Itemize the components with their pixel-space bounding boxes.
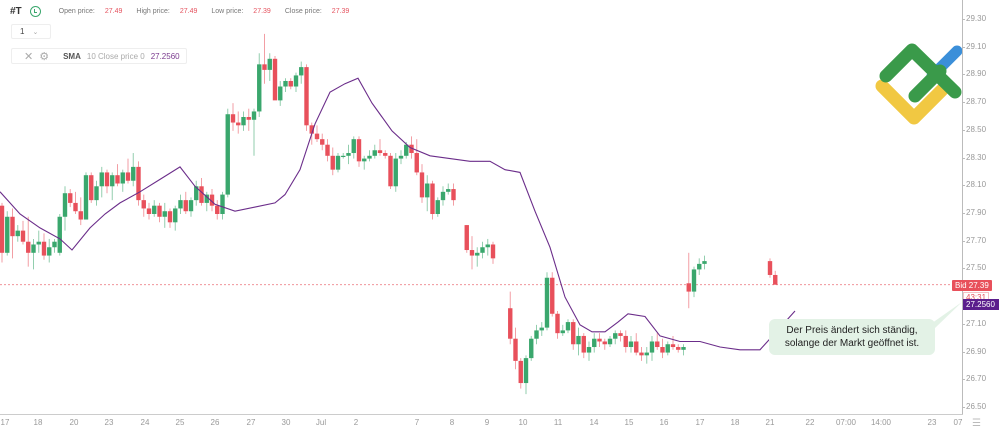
indicator-value: 27.2560 bbox=[150, 51, 180, 61]
indicator-params: 10 Close price 0 bbox=[86, 51, 145, 61]
bid-price-tag: Bid 27.39 bbox=[952, 280, 992, 291]
close-price-value: 27.39 bbox=[331, 8, 350, 15]
time-tick: 18 bbox=[33, 418, 43, 427]
price-tick: 27.50 bbox=[961, 263, 987, 273]
open-price-label: Open price: bbox=[58, 8, 95, 15]
price-tick: 27.10 bbox=[961, 318, 987, 328]
low-price-value: 27.39 bbox=[253, 8, 271, 15]
axis-settings-icon[interactable]: ☰ bbox=[972, 418, 981, 429]
price-tick: 29.10 bbox=[961, 41, 987, 51]
open-price-value: 27.49 bbox=[104, 8, 123, 15]
price-tick: 26.50 bbox=[961, 401, 987, 411]
price-tick: 28.10 bbox=[961, 180, 987, 190]
chart-header: #T Open price: 27.49 High price: 27.49 Low… bbox=[10, 6, 349, 17]
high-price-value: 27.49 bbox=[179, 8, 198, 15]
high-price-label: High price: bbox=[136, 8, 170, 15]
price-tick: 29.30 bbox=[961, 14, 987, 23]
chevron-down-icon: ⌄ bbox=[32, 28, 39, 36]
time-tick: 16 bbox=[659, 418, 669, 427]
indicator-name: SMA bbox=[63, 51, 81, 61]
time-tick: 20 bbox=[69, 418, 79, 427]
time-tick: 21 bbox=[765, 418, 775, 427]
time-tick: 30 bbox=[281, 418, 291, 427]
time-tick: 07:00 bbox=[835, 418, 857, 427]
time-tick: 26 bbox=[210, 418, 220, 427]
gear-icon[interactable]: ⚙ bbox=[39, 50, 50, 63]
clock-icon[interactable] bbox=[29, 6, 41, 17]
price-tick: 27.70 bbox=[961, 235, 987, 245]
annotation-line-1: Der Preis ändert sich ständig, bbox=[786, 325, 918, 336]
low-price-label: Low price: bbox=[211, 8, 244, 15]
time-tick: 23 bbox=[104, 418, 114, 427]
time-tick: 27 bbox=[246, 418, 256, 427]
time-tick: 2 bbox=[353, 418, 359, 427]
candlestick-chart[interactable] bbox=[0, 0, 962, 414]
price-axis-line bbox=[962, 0, 963, 414]
time-tick: Jul bbox=[315, 418, 327, 427]
time-tick: 07 bbox=[953, 418, 963, 427]
time-tick: 14 bbox=[589, 418, 599, 427]
close-price-label: Close price: bbox=[284, 8, 322, 15]
time-tick: 24 bbox=[140, 418, 150, 427]
time-tick: 9 bbox=[484, 418, 490, 427]
time-tick: 25 bbox=[175, 418, 185, 427]
time-tick: 15 bbox=[624, 418, 634, 427]
time-tick: 17 bbox=[0, 418, 10, 427]
price-tick: 28.30 bbox=[961, 152, 987, 162]
price-tick: 26.70 bbox=[961, 374, 987, 384]
time-tick: 17 bbox=[695, 418, 705, 427]
time-tick: 23 bbox=[927, 418, 937, 427]
timeframe-value: 1 bbox=[20, 27, 25, 36]
timeframe-select[interactable]: 1 ⌄ bbox=[11, 24, 51, 39]
symbol-label[interactable]: #T bbox=[10, 6, 22, 17]
price-tick: 28.50 bbox=[961, 124, 987, 134]
time-tick: 18 bbox=[730, 418, 740, 427]
time-tick: 7 bbox=[414, 418, 420, 427]
brand-logo bbox=[875, 43, 963, 125]
time-tick: 22 bbox=[805, 418, 815, 427]
time-tick: 14:00 bbox=[870, 418, 892, 427]
indicator-legend: ✕ ⚙ SMA 10 Close price 0 27.2560 bbox=[11, 48, 187, 64]
time-axis-line bbox=[0, 414, 963, 415]
price-tick: 28.90 bbox=[961, 69, 987, 79]
close-icon[interactable]: ✕ bbox=[24, 50, 34, 63]
price-tick: 26.90 bbox=[961, 346, 987, 356]
time-tick: 11 bbox=[553, 418, 563, 427]
annotation-bubble: Der Preis ändert sich ständig, solange d… bbox=[769, 319, 935, 355]
sma-price-tag: 27.2560 bbox=[963, 299, 999, 310]
price-tick: 28.70 bbox=[961, 97, 987, 107]
time-tick: 8 bbox=[449, 418, 455, 427]
price-tick: 27.90 bbox=[961, 207, 987, 217]
annotation-line-2: solange der Markt geöffnet ist. bbox=[784, 338, 920, 349]
time-tick: 10 bbox=[518, 418, 528, 427]
